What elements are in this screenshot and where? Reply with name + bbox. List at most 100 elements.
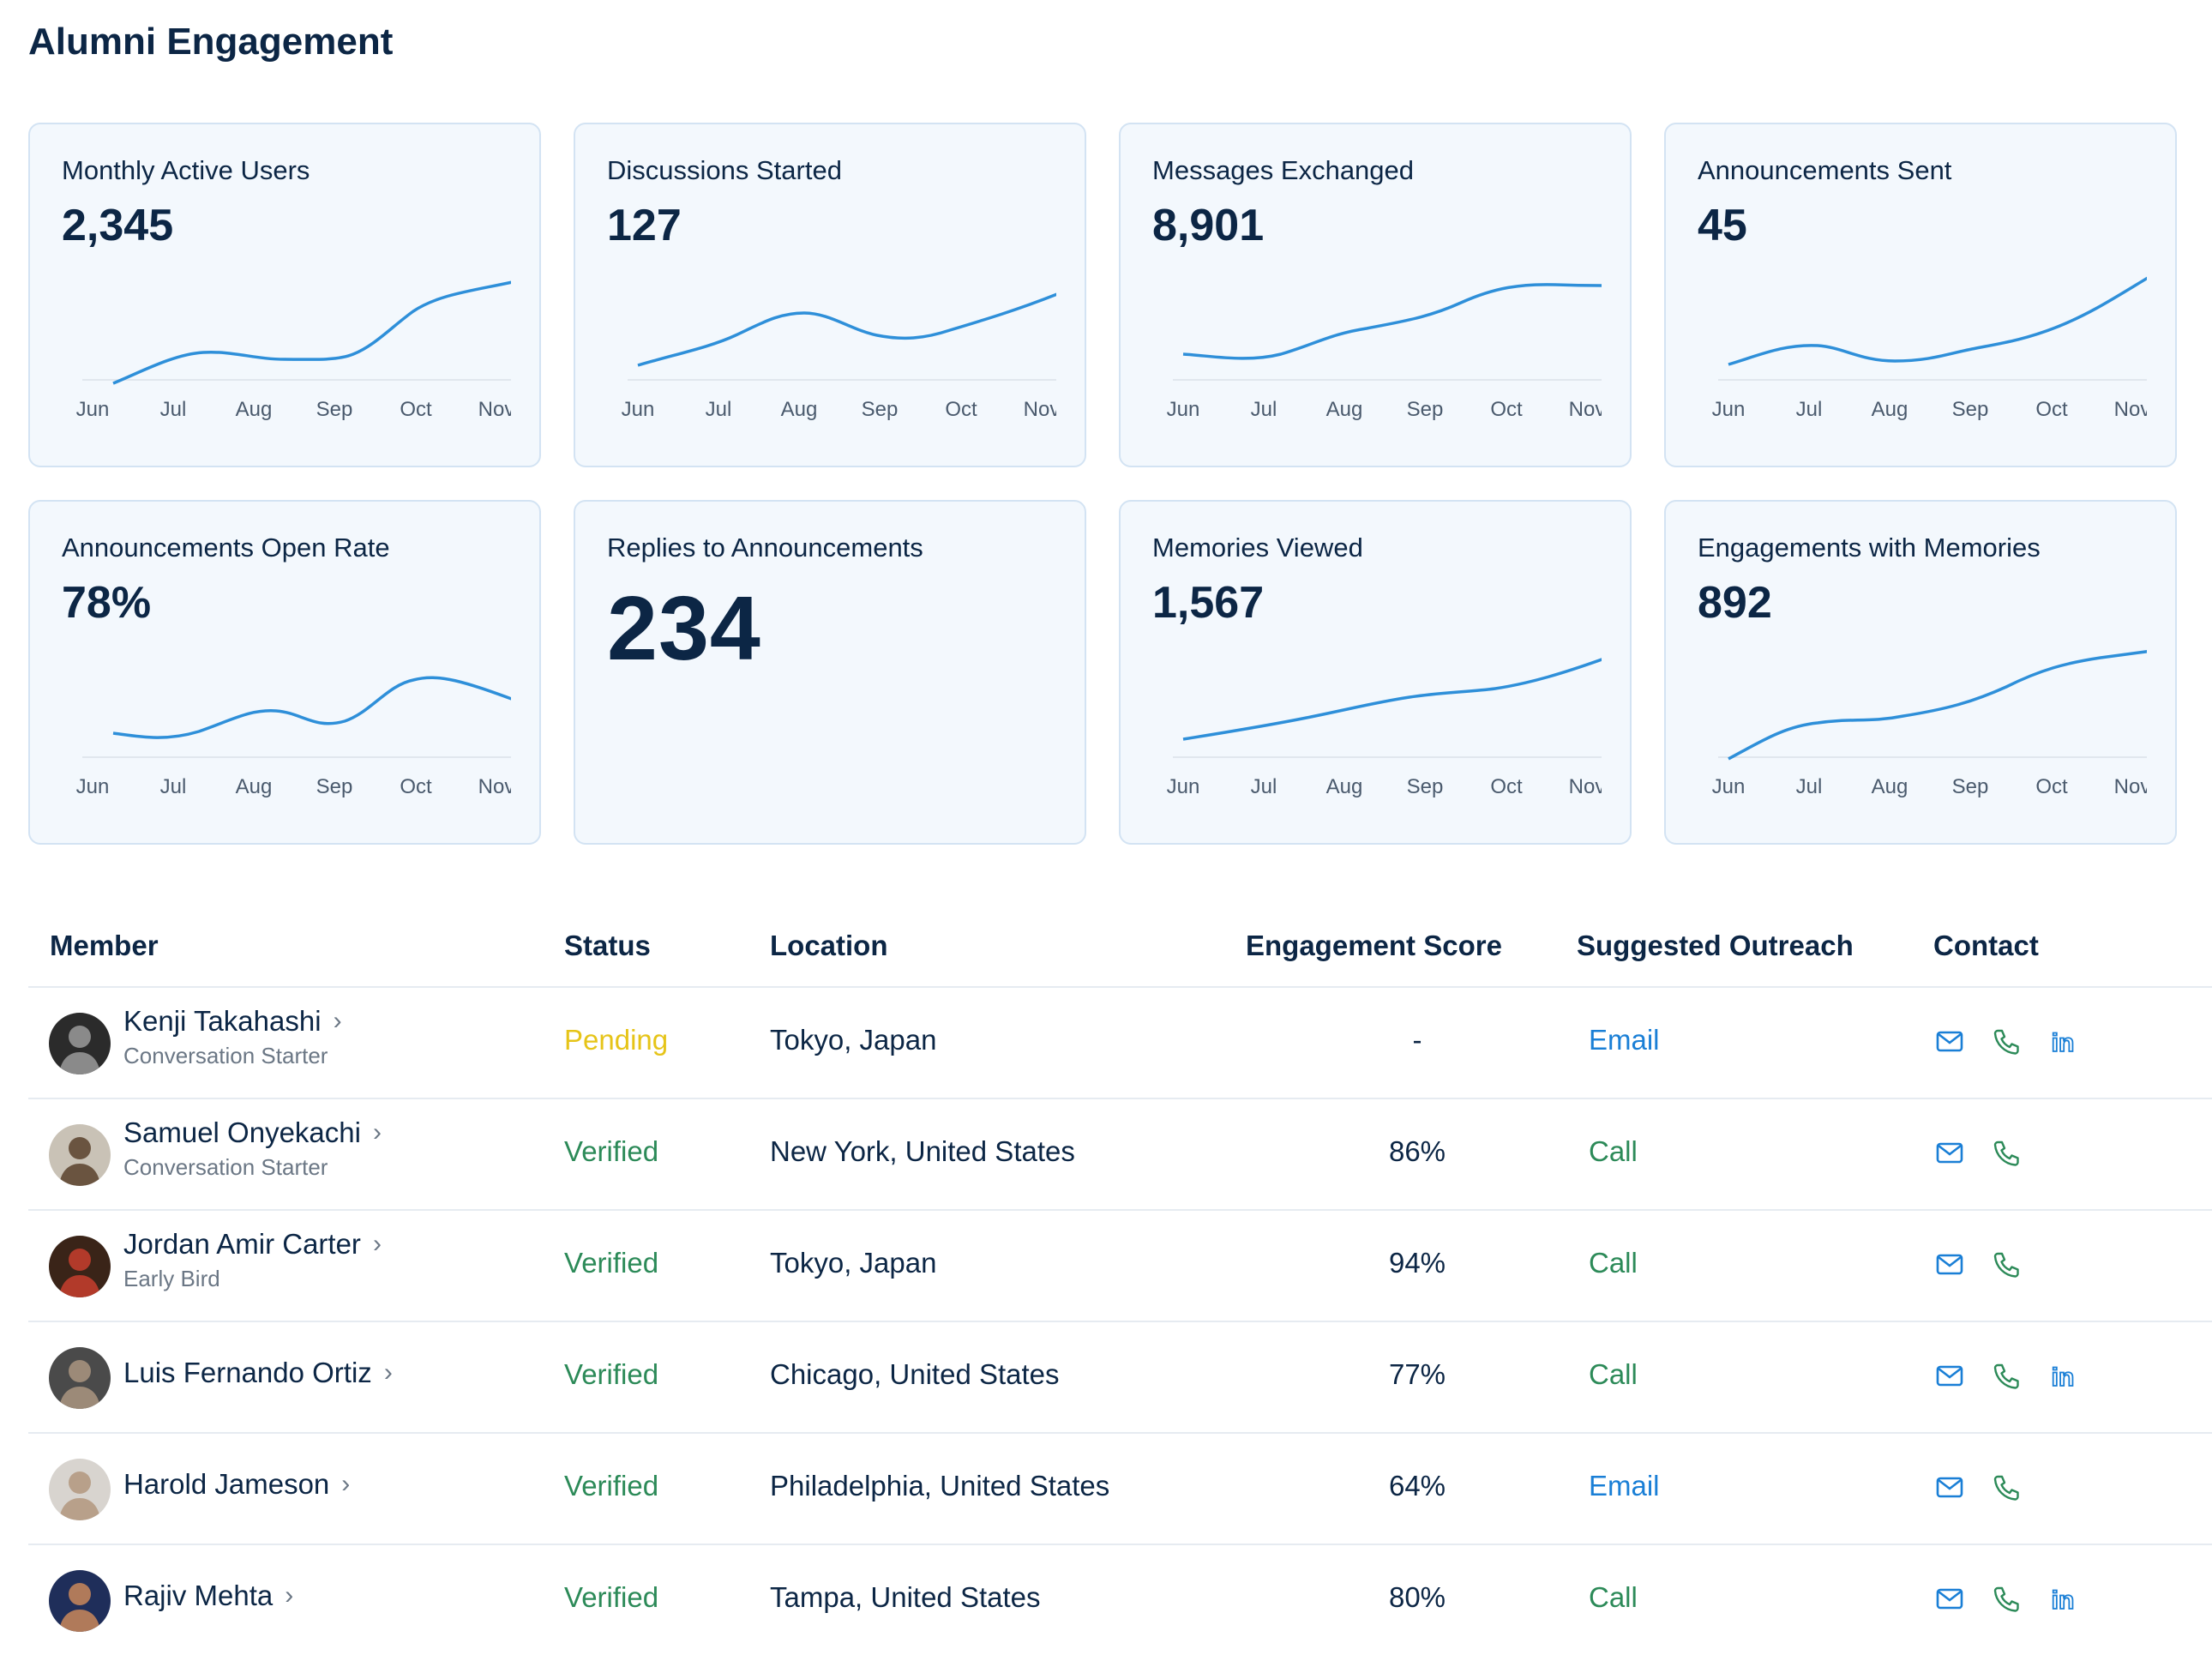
member-name[interactable]: Rajiv Mehta — [123, 1580, 273, 1611]
column-header-status[interactable]: Status — [564, 930, 651, 961]
member-cell[interactable]: Kenji Takahashi › Conversation Starter — [123, 1005, 342, 1069]
chevron-right-icon[interactable]: › — [372, 1118, 382, 1146]
metric-card-replies-to-announcements[interactable]: Replies to Announcements 234 — [574, 500, 1086, 845]
suggested-outreach-link[interactable]: Call — [1589, 1247, 1638, 1279]
mail-icon[interactable] — [1933, 1137, 1966, 1170]
column-header-contact[interactable]: Contact — [1933, 930, 2039, 961]
avatar[interactable] — [49, 1236, 111, 1297]
linkedin-icon[interactable]: in — [2047, 1026, 2079, 1058]
mail-icon[interactable] — [1933, 1026, 1966, 1058]
month-tick-label: Aug — [1326, 775, 1363, 798]
metric-card-announcements-sent[interactable]: Announcements Sent 45 Jun Jul Aug Sep Oct Nov — [1664, 123, 2177, 467]
metric-card-memories-viewed[interactable]: Memories Viewed 1,567 Jun Jul Aug Sep Oct Nov — [1119, 500, 1632, 845]
phone-icon[interactable] — [1990, 1249, 2023, 1281]
card-title: Replies to Announcements — [607, 533, 923, 563]
member-name[interactable]: Samuel Onyekachi — [123, 1116, 361, 1148]
mail-icon[interactable] — [1933, 1583, 1966, 1616]
column-header-location[interactable]: Location — [770, 930, 888, 961]
engagement-score: 94% — [1388, 1247, 1446, 1279]
status-badge: Verified — [564, 1581, 659, 1613]
card-value: 234 — [607, 578, 761, 679]
month-tick-label: Aug — [236, 775, 273, 798]
linkedin-icon[interactable]: in — [2047, 1583, 2079, 1616]
linkedin-icon[interactable]: in — [2047, 1360, 2079, 1393]
chevron-right-icon[interactable]: › — [341, 1470, 351, 1498]
location-text: Philadelphia, United States — [770, 1470, 1110, 1502]
month-tick-label: Nov — [1024, 398, 1056, 421]
member-cell[interactable]: Harold Jameson › — [123, 1468, 350, 1501]
engagement-score: 86% — [1388, 1135, 1446, 1167]
status-badge: Verified — [564, 1247, 659, 1279]
avatar[interactable] — [49, 1347, 111, 1409]
table-row[interactable]: Samuel Onyekachi › Conversation Starter Ver… — [28, 1099, 2212, 1211]
table-row[interactable]: Kenji Takahashi › Conversation Starter Pend… — [28, 988, 2212, 1099]
month-tick-label: Jun — [622, 398, 655, 421]
chevron-right-icon[interactable]: › — [333, 1007, 342, 1035]
suggested-outreach-link[interactable]: Call — [1589, 1581, 1638, 1613]
month-tick-label: Sep — [1952, 398, 1989, 421]
suggested-outreach-link[interactable]: Call — [1589, 1358, 1638, 1390]
month-tick-label: Sep — [1407, 775, 1444, 798]
sparkline-line — [1182, 283, 1602, 360]
month-tick-label: Sep — [862, 398, 899, 421]
month-tick-label: Jun — [76, 398, 110, 421]
metric-card-messages-exchanged[interactable]: Messages Exchanged 8,901 Jun Jul Aug Sep Oct… — [1119, 123, 1632, 467]
status-badge: Pending — [564, 1024, 669, 1056]
table-row[interactable]: Jordan Amir Carter › Early Bird Verified Tok… — [28, 1211, 2212, 1322]
phone-icon[interactable] — [1990, 1583, 2023, 1616]
suggested-outreach-link[interactable]: Email — [1589, 1024, 1660, 1056]
location-text: Tampa, United States — [770, 1581, 1041, 1613]
member-role: Conversation Starter — [123, 1154, 328, 1180]
month-tick-label: Nov — [478, 398, 511, 421]
column-header-member[interactable]: Member — [50, 930, 159, 961]
sparkline-line — [637, 292, 1056, 367]
chevron-right-icon[interactable]: › — [383, 1358, 393, 1387]
mail-icon[interactable] — [1933, 1471, 1966, 1504]
location-text: Tokyo, Japan — [770, 1247, 937, 1279]
member-cell[interactable]: Jordan Amir Carter › Early Bird — [123, 1228, 382, 1292]
month-tick-label: Jul — [706, 398, 732, 421]
mail-icon[interactable] — [1933, 1360, 1966, 1393]
member-cell[interactable]: Luis Fernando Ortiz › — [123, 1357, 393, 1389]
avatar[interactable] — [49, 1013, 111, 1074]
location-text: New York, United States — [770, 1135, 1075, 1167]
location-text: Chicago, United States — [770, 1358, 1060, 1390]
month-tick-label: Jul — [160, 398, 187, 421]
metric-card-announcements-open-rate[interactable]: Announcements Open Rate 78% Jun Jul Aug Sep… — [28, 500, 541, 845]
month-tick-label: Sep — [1952, 775, 1989, 798]
member-name[interactable]: Kenji Takahashi — [123, 1005, 322, 1037]
avatar[interactable] — [49, 1570, 111, 1632]
member-name[interactable]: Harold Jameson — [123, 1468, 330, 1500]
mail-icon[interactable] — [1933, 1249, 1966, 1281]
sparkline-chart: Jun Jul Aug Sep Oct Nov — [76, 676, 511, 798]
table-row[interactable]: Harold Jameson › Verified Philadelphia, Uni… — [28, 1434, 2212, 1545]
table-row[interactable]: Rajiv Mehta › Verified Tampa, United States… — [28, 1545, 2212, 1655]
month-tick-label: Oct — [1490, 398, 1523, 421]
chevron-right-icon[interactable]: › — [285, 1581, 294, 1610]
phone-icon[interactable] — [1990, 1137, 2023, 1170]
member-cell[interactable]: Samuel Onyekachi › Conversation Starter — [123, 1116, 382, 1181]
phone-icon[interactable] — [1990, 1471, 2023, 1504]
suggested-outreach-link[interactable]: Email — [1589, 1470, 1660, 1502]
table-row[interactable]: Luis Fernando Ortiz › Verified Chicago, Uni… — [28, 1322, 2212, 1434]
phone-icon[interactable] — [1990, 1026, 2023, 1058]
column-header-suggested-outreach[interactable]: Suggested Outreach — [1577, 930, 1854, 961]
metric-card-monthly-active-users[interactable]: Monthly Active Users 2,345 Jun Jul Aug Sep O… — [28, 123, 541, 467]
suggested-outreach-link[interactable]: Call — [1589, 1135, 1638, 1167]
chevron-right-icon[interactable]: › — [372, 1230, 382, 1258]
metric-card-engagements-with-memories[interactable]: Engagements with Memories 892 Jun Jul Aug S… — [1664, 500, 2177, 845]
avatar[interactable] — [49, 1459, 111, 1520]
month-tick-label: Jul — [1251, 398, 1277, 421]
status-badge: Verified — [564, 1470, 659, 1502]
engagement-score: 77% — [1388, 1358, 1446, 1390]
column-header-engagement-score[interactable]: Engagement Score — [1246, 930, 1502, 961]
avatar[interactable] — [49, 1124, 111, 1186]
phone-icon[interactable] — [1990, 1360, 2023, 1393]
card-title: Engagements with Memories — [1698, 533, 2041, 563]
sparkline-line — [112, 676, 511, 739]
member-cell[interactable]: Rajiv Mehta › — [123, 1580, 293, 1612]
member-name[interactable]: Luis Fernando Ortiz — [123, 1357, 372, 1388]
metric-card-discussions-started[interactable]: Discussions Started 127 Jun Jul Aug Sep Oct N… — [574, 123, 1086, 467]
member-name[interactable]: Jordan Amir Carter — [123, 1228, 361, 1260]
month-tick-label: Aug — [1326, 398, 1363, 421]
